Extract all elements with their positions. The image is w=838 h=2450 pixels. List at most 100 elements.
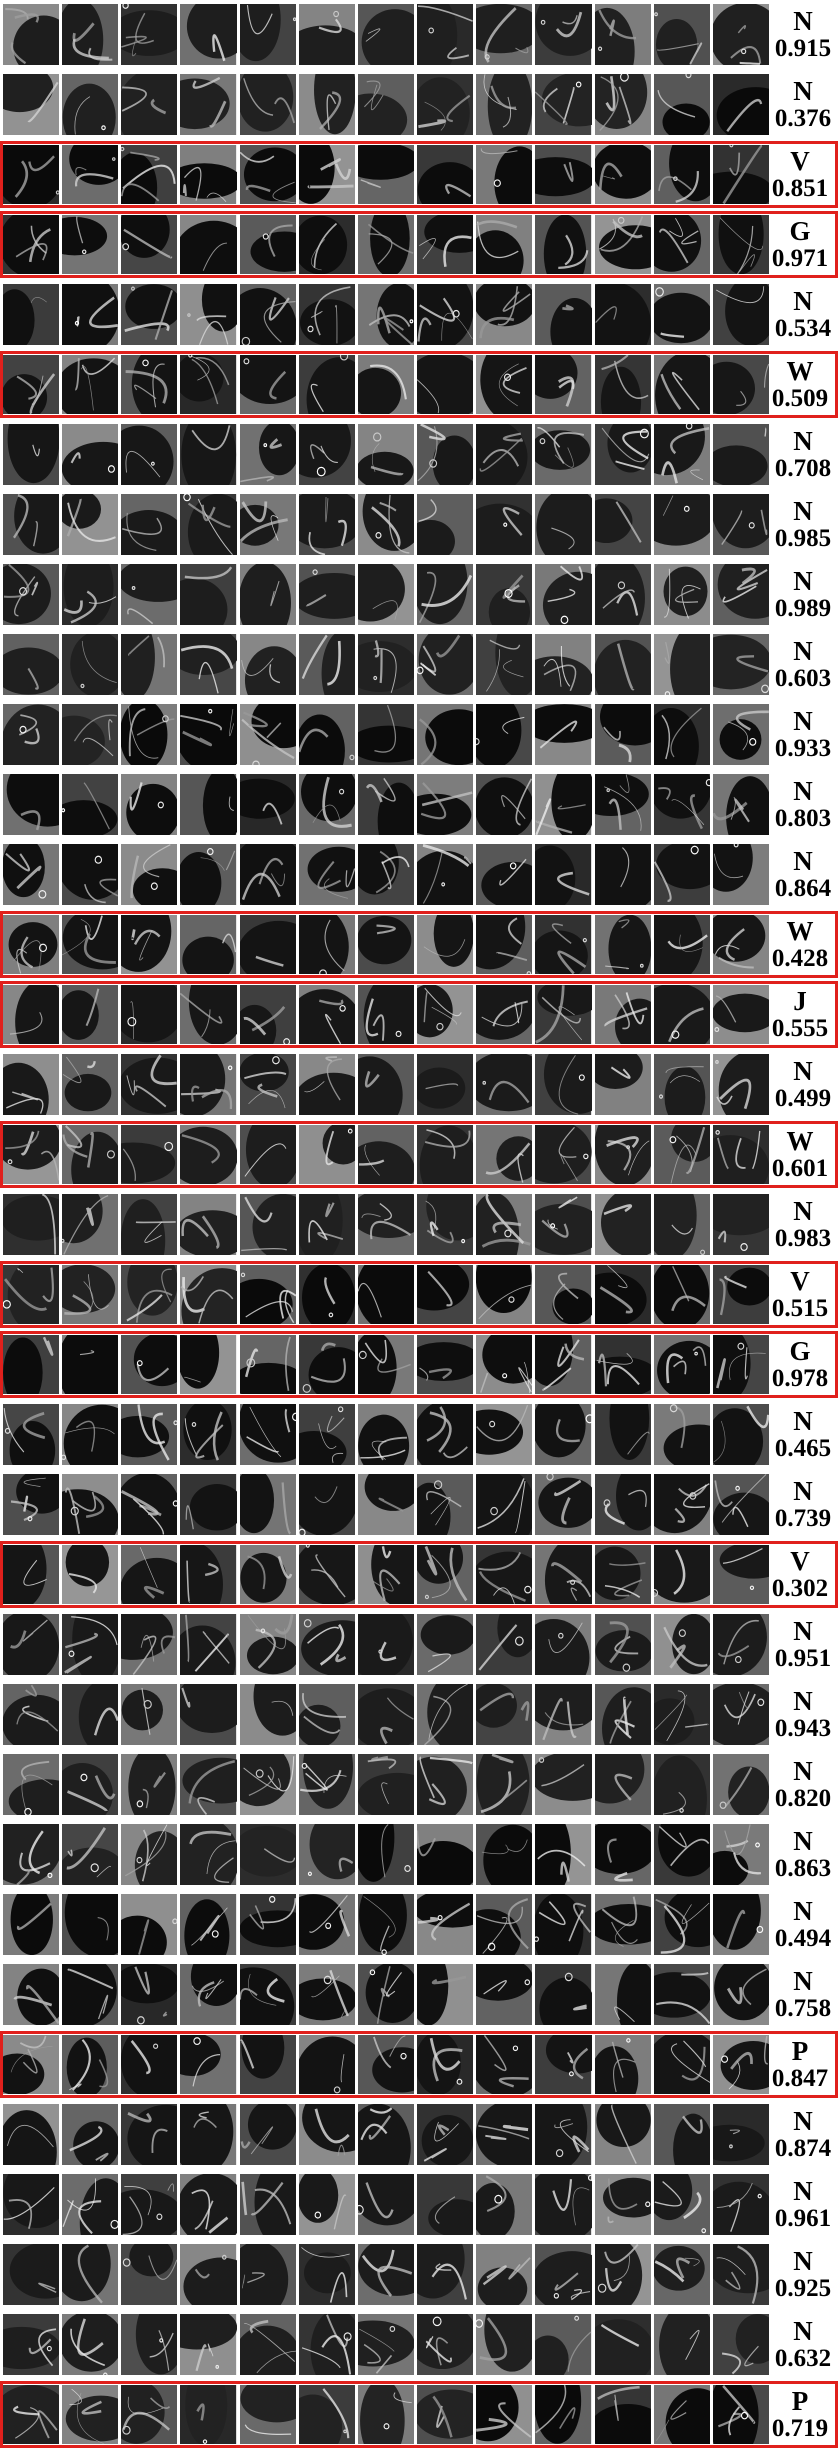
ct-patch-image [180, 2385, 237, 2444]
ct-patch-image [712, 1474, 770, 1535]
ct-patch-image [121, 704, 178, 765]
ct-patch-image [476, 985, 533, 1044]
ct-patch-image [476, 1894, 533, 1955]
ct-patch-image [180, 1894, 237, 1955]
ct-patch-image [121, 564, 178, 625]
patch-strip [3, 1754, 770, 1815]
ct-patch-image [239, 1474, 296, 1535]
ct-patch-image [417, 1474, 474, 1535]
ct-patch-image [476, 1265, 533, 1324]
ct-patch-image [180, 1754, 237, 1815]
patch-strip [3, 1125, 770, 1184]
class-label: V [790, 146, 810, 177]
sample-row: N 0.499 [0, 1051, 838, 1118]
ct-patch-image [239, 74, 296, 135]
row-label: N 0.985 [772, 491, 834, 558]
class-label: N [793, 496, 813, 527]
ct-patch-image [298, 494, 355, 555]
class-label: N [793, 1966, 813, 1997]
ct-patch-image [653, 1194, 710, 1255]
ct-patch-image [3, 1894, 60, 1955]
patch-strip [3, 1894, 770, 1955]
class-label: N [793, 76, 813, 107]
ct-patch-image [298, 2244, 355, 2305]
ct-patch-image [62, 2104, 119, 2165]
ct-patch-image [62, 424, 119, 485]
ct-patch-image [180, 915, 237, 974]
ct-patch-image [476, 1474, 533, 1535]
ct-patch-image [298, 634, 355, 695]
ct-patch-image [653, 1335, 710, 1394]
ct-patch-image [417, 1404, 474, 1465]
ct-patch-image [653, 2104, 710, 2165]
ct-patch-image [653, 844, 710, 905]
ct-patch-image [180, 844, 237, 905]
ct-patch-image [535, 634, 592, 695]
ct-patch-image [535, 2314, 592, 2375]
ct-patch-image [594, 2314, 651, 2375]
ct-patch-image [3, 1964, 60, 2025]
ct-patch-image [535, 1194, 592, 1255]
ct-patch-image [298, 284, 355, 345]
ct-patch-image [180, 1265, 237, 1324]
ct-patch-image [594, 1265, 651, 1324]
ct-patch-image [712, 4, 770, 65]
ct-patch-image [653, 74, 710, 135]
row-label: N 0.863 [772, 1821, 834, 1888]
ct-patch-image [298, 1125, 355, 1184]
ct-patch-image [712, 774, 770, 835]
ct-patch-image [357, 1125, 415, 1184]
ct-patch-image [476, 634, 533, 695]
ct-patch-image [653, 1404, 710, 1465]
confidence-score: 0.961 [774, 2204, 832, 2232]
ct-patch-image [653, 1125, 710, 1184]
ct-patch-image [121, 1194, 178, 1255]
ct-patch-image [712, 355, 770, 414]
ct-patch-image [298, 915, 355, 974]
ct-patch-image [357, 1054, 415, 1115]
ct-patch-image [712, 424, 770, 485]
ct-patch-image [357, 1335, 415, 1394]
ct-patch-image [476, 4, 533, 65]
class-label: N [793, 1826, 813, 1857]
ct-patch-image [357, 844, 415, 905]
ct-patch-image [594, 355, 651, 414]
ct-patch-image [3, 2314, 60, 2375]
class-label: N [793, 1616, 813, 1647]
ct-patch-image [121, 2314, 178, 2375]
confidence-score: 0.499 [774, 1084, 832, 1112]
ct-patch-image [476, 2035, 533, 2094]
ct-patch-image [476, 1545, 533, 1604]
ct-patch-image [3, 634, 60, 695]
ct-patch-image [594, 424, 651, 485]
ct-patch-image [62, 355, 119, 414]
row-label: G 0.971 [769, 214, 831, 275]
ct-patch-image [180, 1545, 237, 1604]
ct-patch-image [121, 1754, 178, 1815]
ct-patch-image [298, 2385, 355, 2444]
ct-patch-image [712, 634, 770, 695]
ct-patch-image [594, 1474, 651, 1535]
class-label: G [789, 216, 811, 247]
ct-patch-image [535, 1824, 592, 1885]
ct-patch-image [62, 1614, 119, 1675]
ct-patch-image [357, 1194, 415, 1255]
ct-patch-image [62, 1474, 119, 1535]
sample-row: N 0.465 [0, 1401, 838, 1468]
ct-patch-image [417, 1684, 474, 1745]
ct-patch-image [239, 2174, 296, 2235]
ct-patch-image [180, 424, 237, 485]
patch-strip [3, 1054, 770, 1115]
ct-patch-image [357, 1545, 415, 1604]
ct-patch-image [62, 2244, 119, 2305]
sample-row: J 0.555 [0, 981, 838, 1048]
ct-patch-image [653, 634, 710, 695]
confidence-score: 0.739 [774, 1504, 832, 1532]
ct-patch-image [357, 704, 415, 765]
patch-strip [3, 844, 770, 905]
row-label: N 0.376 [772, 71, 834, 138]
ct-patch-image [357, 634, 415, 695]
ct-patch-image [298, 355, 355, 414]
ct-patch-image [3, 4, 60, 65]
ct-patch-image [239, 1335, 296, 1394]
